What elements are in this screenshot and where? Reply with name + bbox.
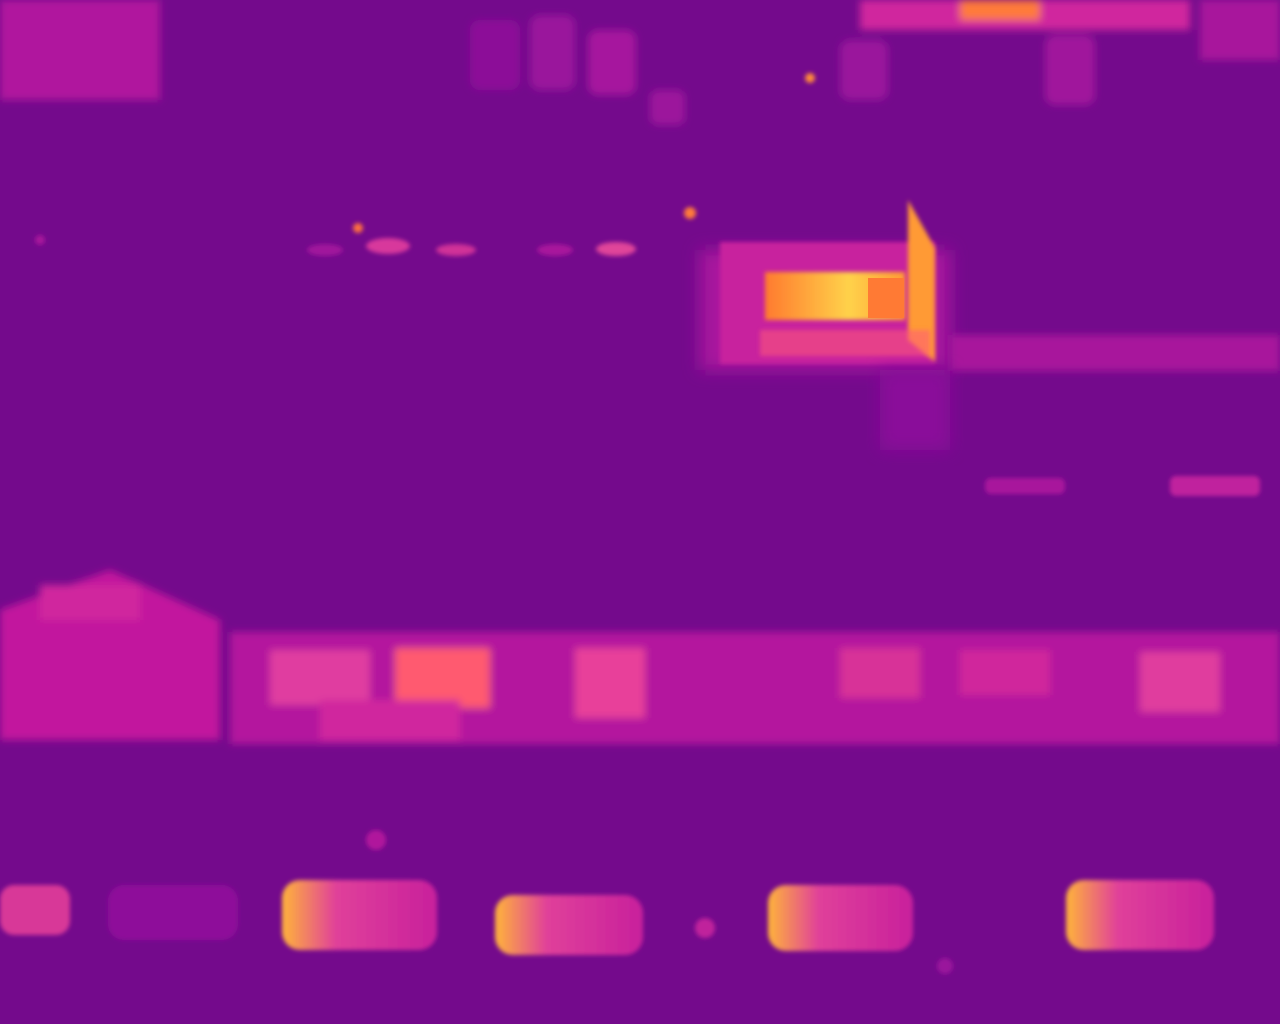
car — [495, 895, 643, 955]
car — [1066, 880, 1214, 950]
car — [768, 885, 913, 951]
right-parked-objects — [985, 476, 1260, 496]
car — [108, 885, 238, 940]
house-row — [0, 570, 1280, 744]
top-parking-area — [0, 0, 1280, 125]
car — [0, 885, 70, 935]
parked-cars-row — [0, 830, 1214, 974]
car — [282, 880, 437, 950]
small-objects-row — [35, 73, 815, 256]
heated-building — [700, 200, 1280, 450]
